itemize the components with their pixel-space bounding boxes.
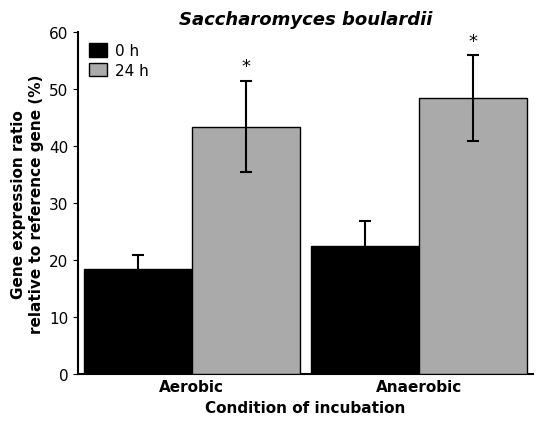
Title: Saccharomyces boulardii: Saccharomyces boulardii [179, 11, 432, 29]
Text: *: * [469, 32, 478, 50]
Bar [419, 99, 527, 374]
Bar [84, 269, 192, 374]
Text: *: * [242, 58, 250, 76]
Bar [192, 127, 300, 374]
Bar [311, 247, 419, 374]
Y-axis label: Gene expression ratio
relative to reference gene (%): Gene expression ratio relative to refere… [11, 75, 44, 334]
X-axis label: Condition of incubation: Condition of incubation [205, 400, 406, 415]
Legend: 0 h, 24 h: 0 h, 24 h [86, 41, 152, 82]
